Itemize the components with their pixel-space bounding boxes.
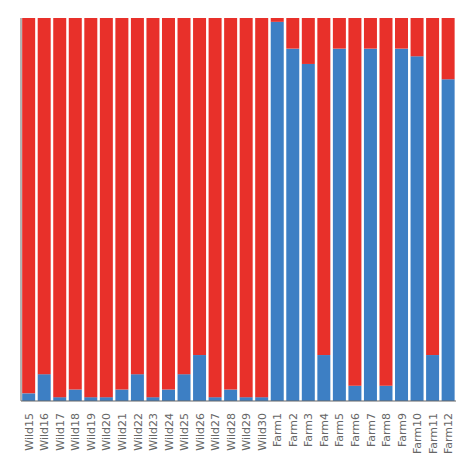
svg-text:Wild28: Wild28	[225, 413, 238, 451]
svg-text:Wild17: Wild17	[54, 413, 67, 451]
svg-text:Wild18: Wild18	[69, 413, 82, 451]
svg-text:Farm1: Farm1	[271, 413, 284, 447]
svg-text:Wild22: Wild22	[132, 413, 145, 451]
svg-text:Wild27: Wild27	[209, 413, 222, 451]
svg-text:Farm7: Farm7	[365, 413, 378, 447]
svg-text:Farm6: Farm6	[349, 413, 362, 447]
svg-text:Farm5: Farm5	[333, 413, 346, 447]
svg-text:Wild24: Wild24	[163, 413, 176, 451]
svg-text:Farm12: Farm12	[442, 413, 455, 454]
svg-text:Farm8: Farm8	[380, 413, 393, 447]
svg-text:Wild19: Wild19	[85, 413, 98, 451]
svg-text:Wild20: Wild20	[100, 413, 113, 451]
svg-text:Farm3: Farm3	[302, 413, 315, 447]
svg-text:Wild15: Wild15	[23, 413, 36, 451]
svg-text:Wild29: Wild29	[240, 413, 253, 451]
svg-text:Farm2: Farm2	[287, 413, 300, 447]
svg-text:Wild21: Wild21	[116, 413, 129, 451]
svg-text:Wild30: Wild30	[256, 413, 269, 451]
svg-text:Farm10: Farm10	[411, 413, 424, 454]
svg-text:Wild16: Wild16	[38, 413, 51, 451]
svg-text:Farm11: Farm11	[427, 413, 440, 454]
svg-text:Wild25: Wild25	[178, 413, 191, 451]
svg-text:Farm4: Farm4	[318, 413, 331, 447]
svg-text:Wild23: Wild23	[147, 413, 160, 451]
svg-text:Wild26: Wild26	[194, 413, 207, 451]
svg-text:Farm9: Farm9	[396, 413, 409, 447]
